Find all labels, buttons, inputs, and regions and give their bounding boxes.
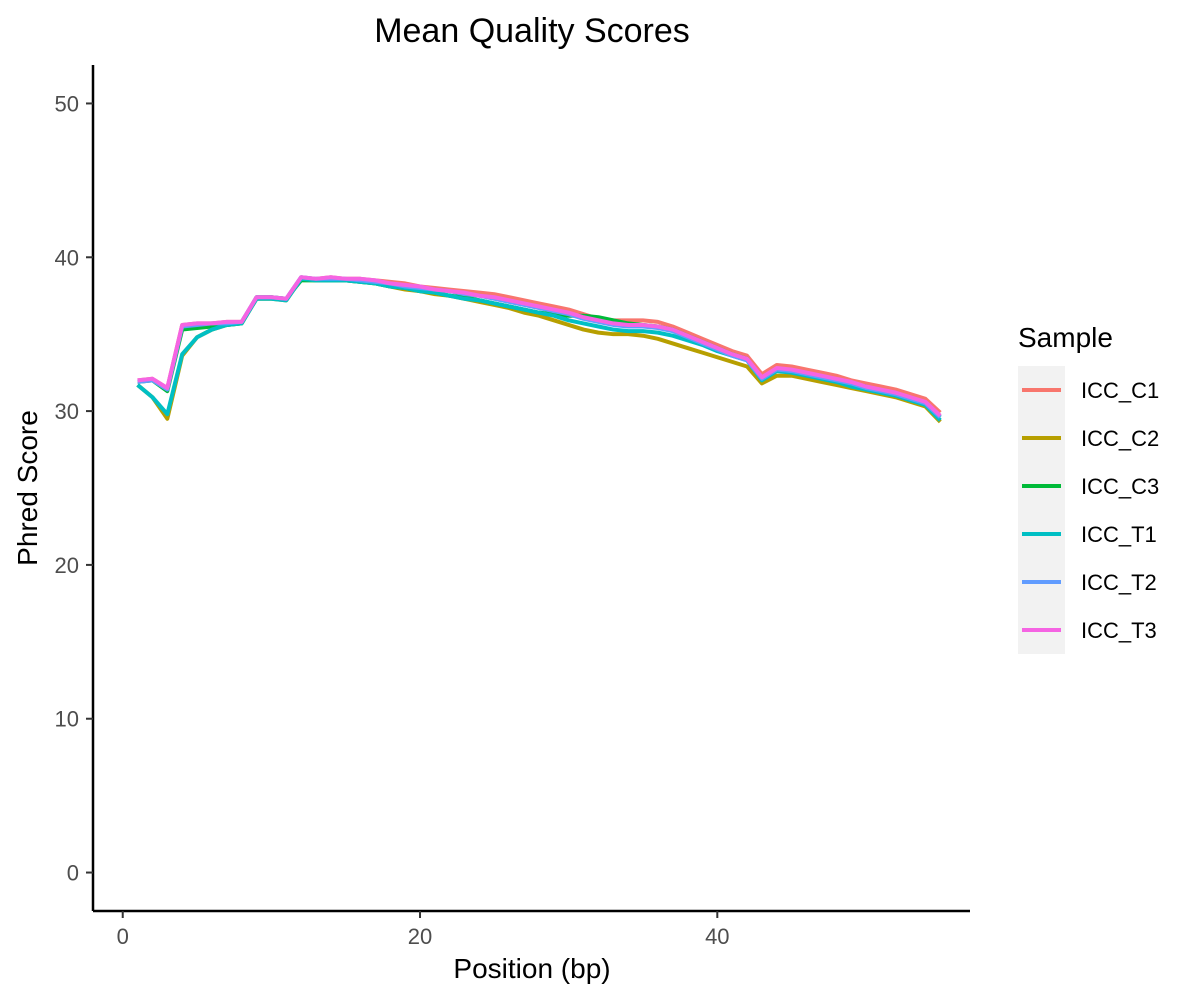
axes: 0 10 20 30 40 50 0 20 40 — [55, 65, 970, 949]
x-tick-label: 0 — [117, 924, 129, 949]
series-line-icc-t1 — [136, 276, 942, 422]
legend-label: ICC_T2 — [1081, 570, 1157, 595]
x-tick-label: 40 — [705, 924, 729, 949]
y-tick-label: 40 — [55, 245, 79, 270]
legend-label: ICC_C3 — [1081, 474, 1159, 499]
y-axis-title: Phred Score — [12, 410, 43, 566]
legend-label: ICC_T3 — [1081, 618, 1157, 643]
series-line-icc-t3 — [137, 275, 942, 418]
legend: Sample ICC_C1 ICC_C2 ICC_C3 ICC_T1 ICC_T2 ICC… — [1018, 322, 1159, 654]
legend-label: ICC_C1 — [1081, 378, 1159, 403]
y-tick-label: 30 — [55, 399, 79, 424]
chart-title: Mean Quality Scores — [374, 12, 690, 50]
plot-area — [136, 275, 942, 424]
y-tick-label: 10 — [55, 707, 79, 732]
y-tick-label: 0 — [67, 861, 79, 886]
series-line-icc-c3 — [137, 278, 942, 419]
y-tick-label: 20 — [55, 553, 79, 578]
y-tick-label: 50 — [55, 91, 79, 116]
x-axis-title: Position (bp) — [453, 953, 610, 984]
legend-key-background — [1018, 366, 1065, 654]
x-tick-label: 20 — [408, 924, 432, 949]
legend-label: ICC_C2 — [1081, 426, 1159, 451]
legend-title: Sample — [1018, 322, 1113, 353]
legend-label: ICC_T1 — [1081, 522, 1157, 547]
